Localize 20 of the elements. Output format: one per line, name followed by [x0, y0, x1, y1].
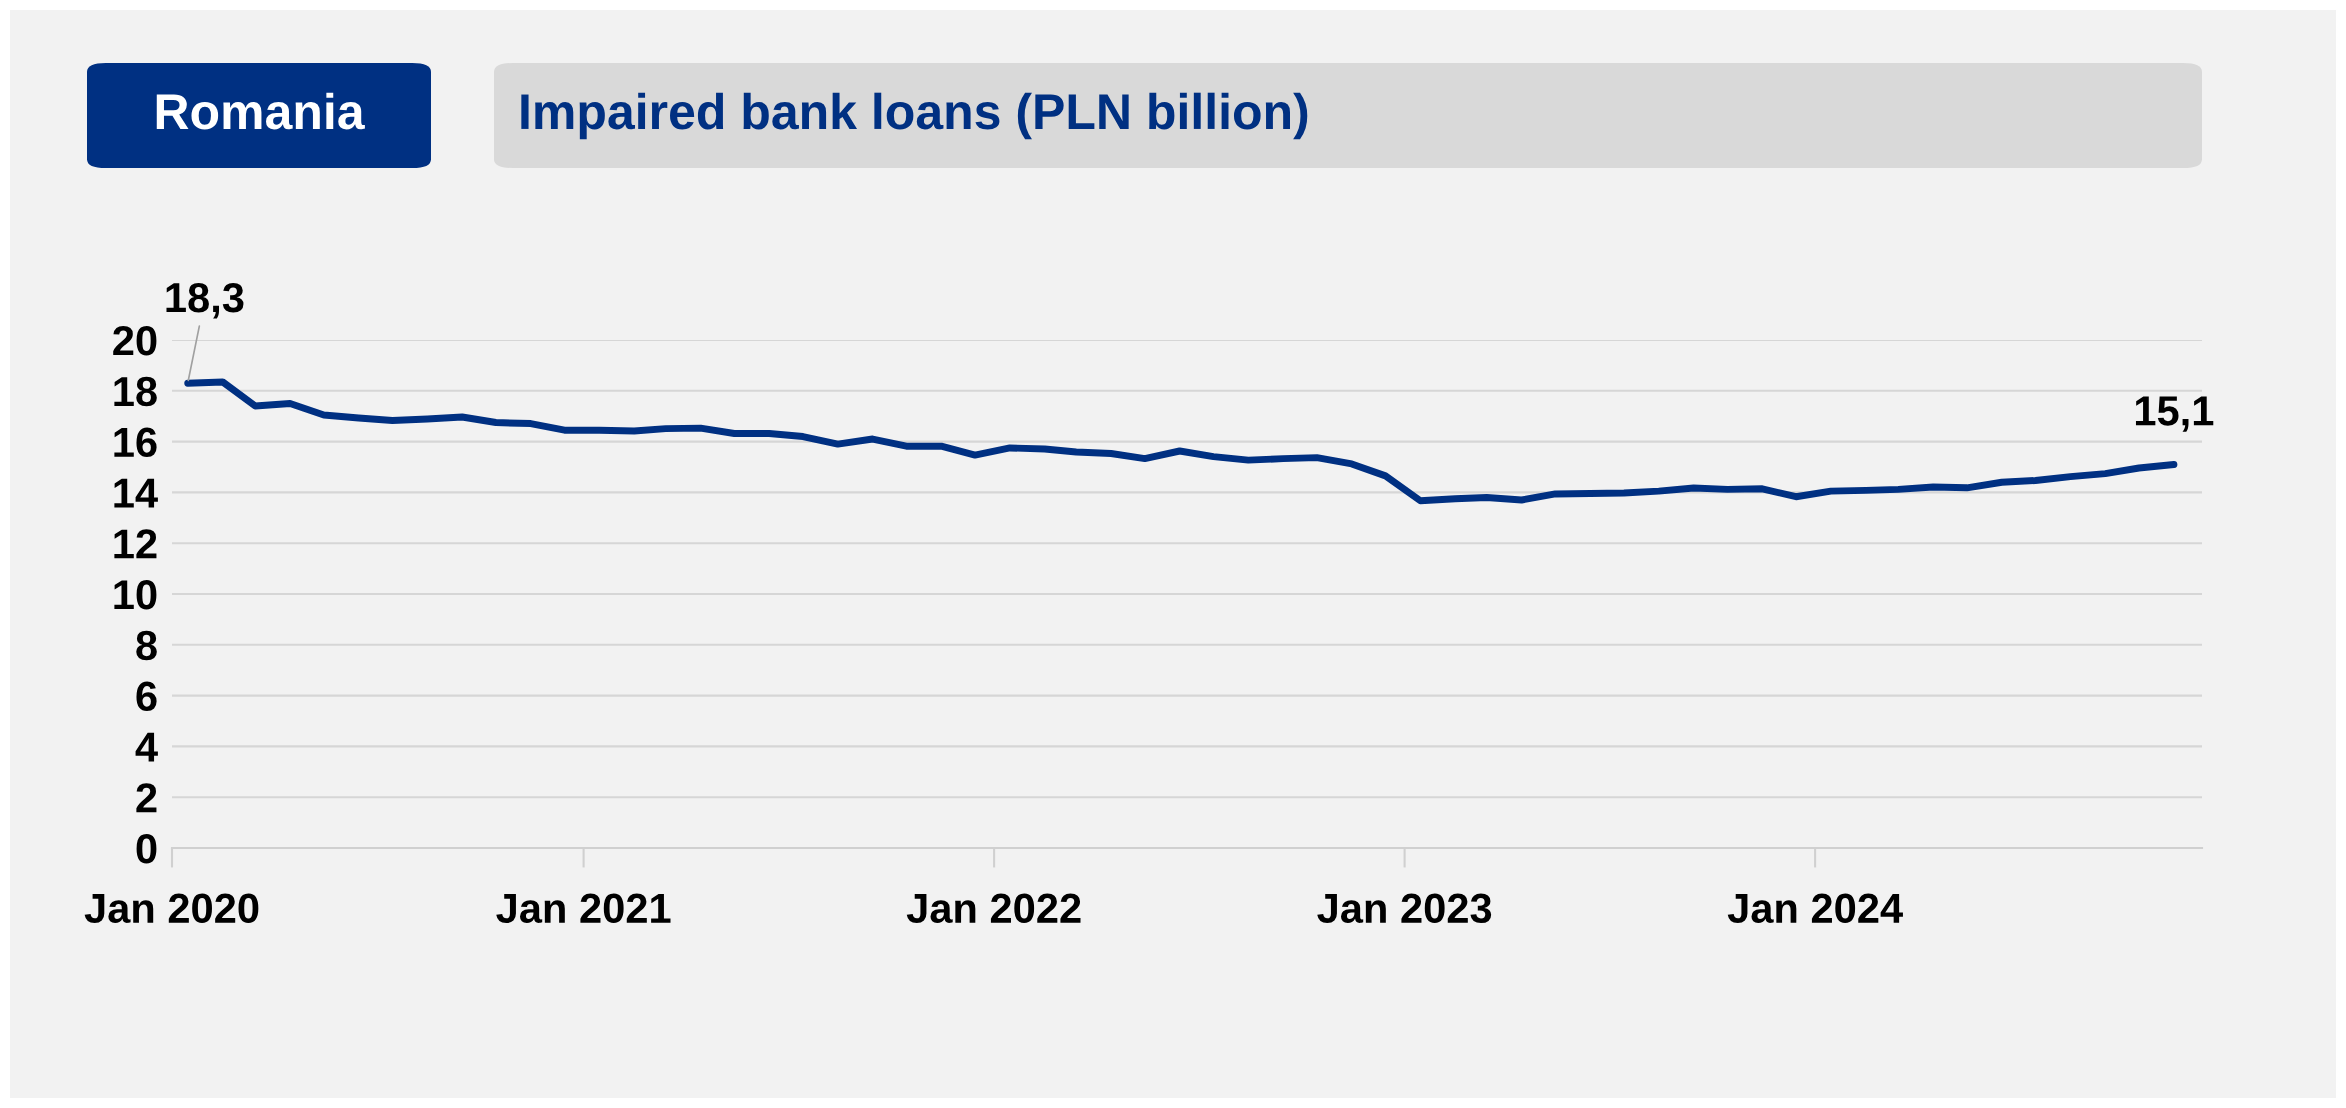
y-tick-label: 4	[135, 732, 158, 762]
annotation: 18,3	[166, 282, 244, 319]
y-tick-label: 10	[114, 580, 157, 610]
y-tick-label: 16	[114, 427, 157, 458]
chart-title: Impaired bank loans (PLN billion)	[521, 92, 1308, 140]
y-tick-label: 8	[136, 630, 157, 661]
x-tick-label: Jan 2021	[496, 893, 671, 924]
y-tick-label: 18	[114, 376, 157, 407]
y-tick-label: 2	[136, 783, 157, 813]
y-tick-label: 6	[136, 681, 157, 712]
y-tick-label: 0	[136, 834, 157, 864]
annotation: 15,1	[2135, 396, 2214, 432]
x-tick-label: Jan 2020	[84, 893, 259, 924]
y-tick-label: 20	[113, 326, 157, 356]
x-tick-label: Jan 2024	[1727, 893, 1903, 924]
chart-subtitle: Romania	[156, 92, 365, 130]
y-tick-label: 14	[114, 478, 158, 508]
y-tick-label: 12	[114, 529, 157, 559]
x-tick-label: Jan 2022	[906, 893, 1081, 924]
x-tick-label: Jan 2023	[1317, 893, 1492, 924]
